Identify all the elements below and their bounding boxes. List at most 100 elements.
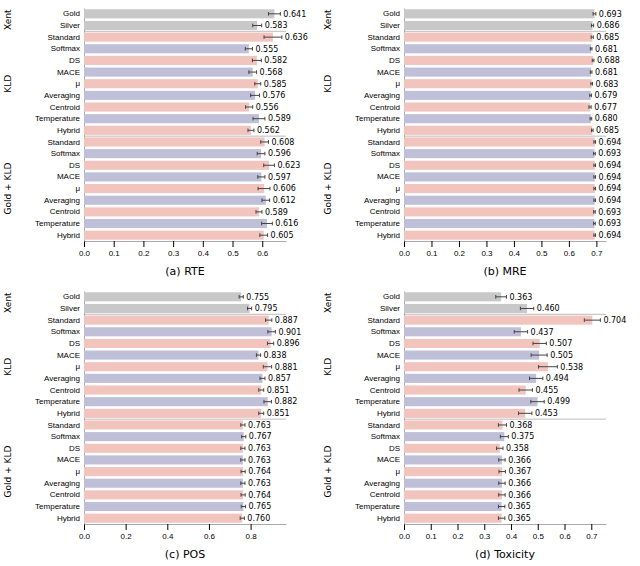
error-bar-cap (267, 233, 268, 237)
x-tick-mark (143, 241, 144, 247)
x-tick-mark (565, 524, 566, 530)
error-bar-cap (280, 12, 281, 16)
data-label: 0.507 (549, 339, 572, 348)
data-label: 0.562 (257, 126, 280, 135)
bar (404, 432, 504, 441)
error-bar-cap (532, 342, 533, 346)
y-tick: Standard (368, 421, 404, 430)
y-tick: Centroid (50, 103, 84, 112)
data-label: 0.583 (265, 21, 288, 30)
y-tick-label: MACE (57, 351, 80, 360)
y-tick-label: MACE (377, 455, 400, 464)
bar (84, 33, 273, 42)
error-bar-cap (595, 152, 596, 156)
y-tick-label: Standard (48, 138, 80, 147)
y-tick-label: Averaging (364, 196, 400, 205)
x-tick-label: 0.6 (564, 249, 576, 258)
y-tick-label: Standard (48, 33, 80, 42)
error-bar-cap (252, 47, 253, 51)
error-bar (259, 388, 264, 392)
error-bar (264, 400, 271, 404)
y-tick-label: Silver (380, 21, 400, 30)
x-tick-mark (484, 524, 485, 530)
data-label: 0.455 (535, 386, 558, 395)
y-tick: Standard (368, 138, 404, 147)
y-tick-label: Standard (368, 138, 400, 147)
y-tick: Centroid (50, 490, 84, 499)
data-label: 0.764 (248, 467, 271, 476)
y-tick: Averaging (44, 479, 84, 488)
error-bar-cap (518, 412, 519, 416)
bar (404, 467, 502, 476)
data-label: 0.453 (535, 409, 558, 418)
error-bar (260, 377, 265, 381)
error-bar-cap (254, 82, 255, 86)
y-tick: Standard (48, 316, 84, 325)
bar (84, 397, 268, 406)
y-tick-label: Hybrid (377, 231, 400, 240)
error-bar-cap (595, 175, 596, 179)
y-tick: MACE (377, 68, 404, 77)
error-bar-line (242, 436, 246, 437)
error-bar-line (267, 343, 273, 344)
error-bar-line (264, 37, 282, 38)
data-label: 0.681 (595, 68, 618, 77)
y-tick-label: Gold (383, 292, 400, 301)
bar (84, 68, 253, 77)
error-bar (591, 129, 593, 133)
group-label: Gold + KLD (323, 163, 333, 215)
y-tick-label: Centroid (370, 103, 400, 112)
error-bar-cap (261, 198, 262, 202)
x-tick-mark (251, 524, 252, 530)
x-tick-label: 0.5 (533, 532, 545, 541)
group-label: KLD (323, 75, 333, 93)
group-label: Gold + KLD (323, 446, 333, 498)
y-tick: Averaging (44, 91, 84, 100)
error-bar-cap (538, 365, 539, 369)
error-bar (590, 94, 592, 98)
group-separator (84, 136, 286, 137)
group-label: Gold + KLD (3, 163, 13, 215)
bar (404, 502, 502, 511)
error-bar-line (239, 296, 243, 297)
y-tick-label: Hybrid (377, 126, 400, 135)
error-bar-cap (245, 493, 246, 497)
error-bar-cap (593, 210, 594, 214)
y-tick: Temperature (35, 502, 84, 511)
plot-area (84, 292, 275, 522)
error-bar-cap (257, 175, 258, 179)
error-bar-cap (259, 377, 260, 381)
x-tick-label: 0.2 (452, 532, 464, 541)
y-tick: Standard (48, 33, 84, 42)
error-bar-line (264, 401, 271, 402)
y-tick: Temperature (355, 219, 404, 228)
data-label: 0.366 (508, 491, 531, 500)
y-tick: μ (395, 79, 404, 88)
y-tick-label: DS (69, 339, 80, 348)
data-label: 0.641 (283, 10, 306, 19)
y-tick-label: μ (395, 467, 400, 476)
error-bar-cap (268, 12, 269, 16)
error-bar-cap (500, 435, 501, 439)
error-bar-cap (263, 163, 264, 167)
data-label: 0.693 (598, 208, 621, 217)
y-tick-label: DS (389, 56, 400, 65)
error-bar-line (241, 448, 245, 449)
error-bar-cap (241, 470, 242, 474)
y-tick: Temperature (35, 219, 84, 228)
error-bar-cap (502, 446, 503, 450)
group-separator (404, 136, 606, 137)
error-bar-cap (595, 210, 596, 214)
error-bar (258, 175, 265, 179)
bar (84, 184, 264, 193)
x-tick-mark (596, 241, 597, 247)
y-tick: Softmax (51, 432, 84, 441)
error-bar-cap (505, 458, 506, 462)
error-bar (590, 117, 592, 121)
error-bar-cap (258, 412, 259, 416)
error-bar-cap (259, 94, 260, 98)
y-tick-label: Temperature (35, 114, 80, 123)
x-tick-label: 0.4 (506, 532, 518, 541)
error-bar-cap (241, 493, 242, 497)
y-tick-label: MACE (377, 351, 400, 360)
